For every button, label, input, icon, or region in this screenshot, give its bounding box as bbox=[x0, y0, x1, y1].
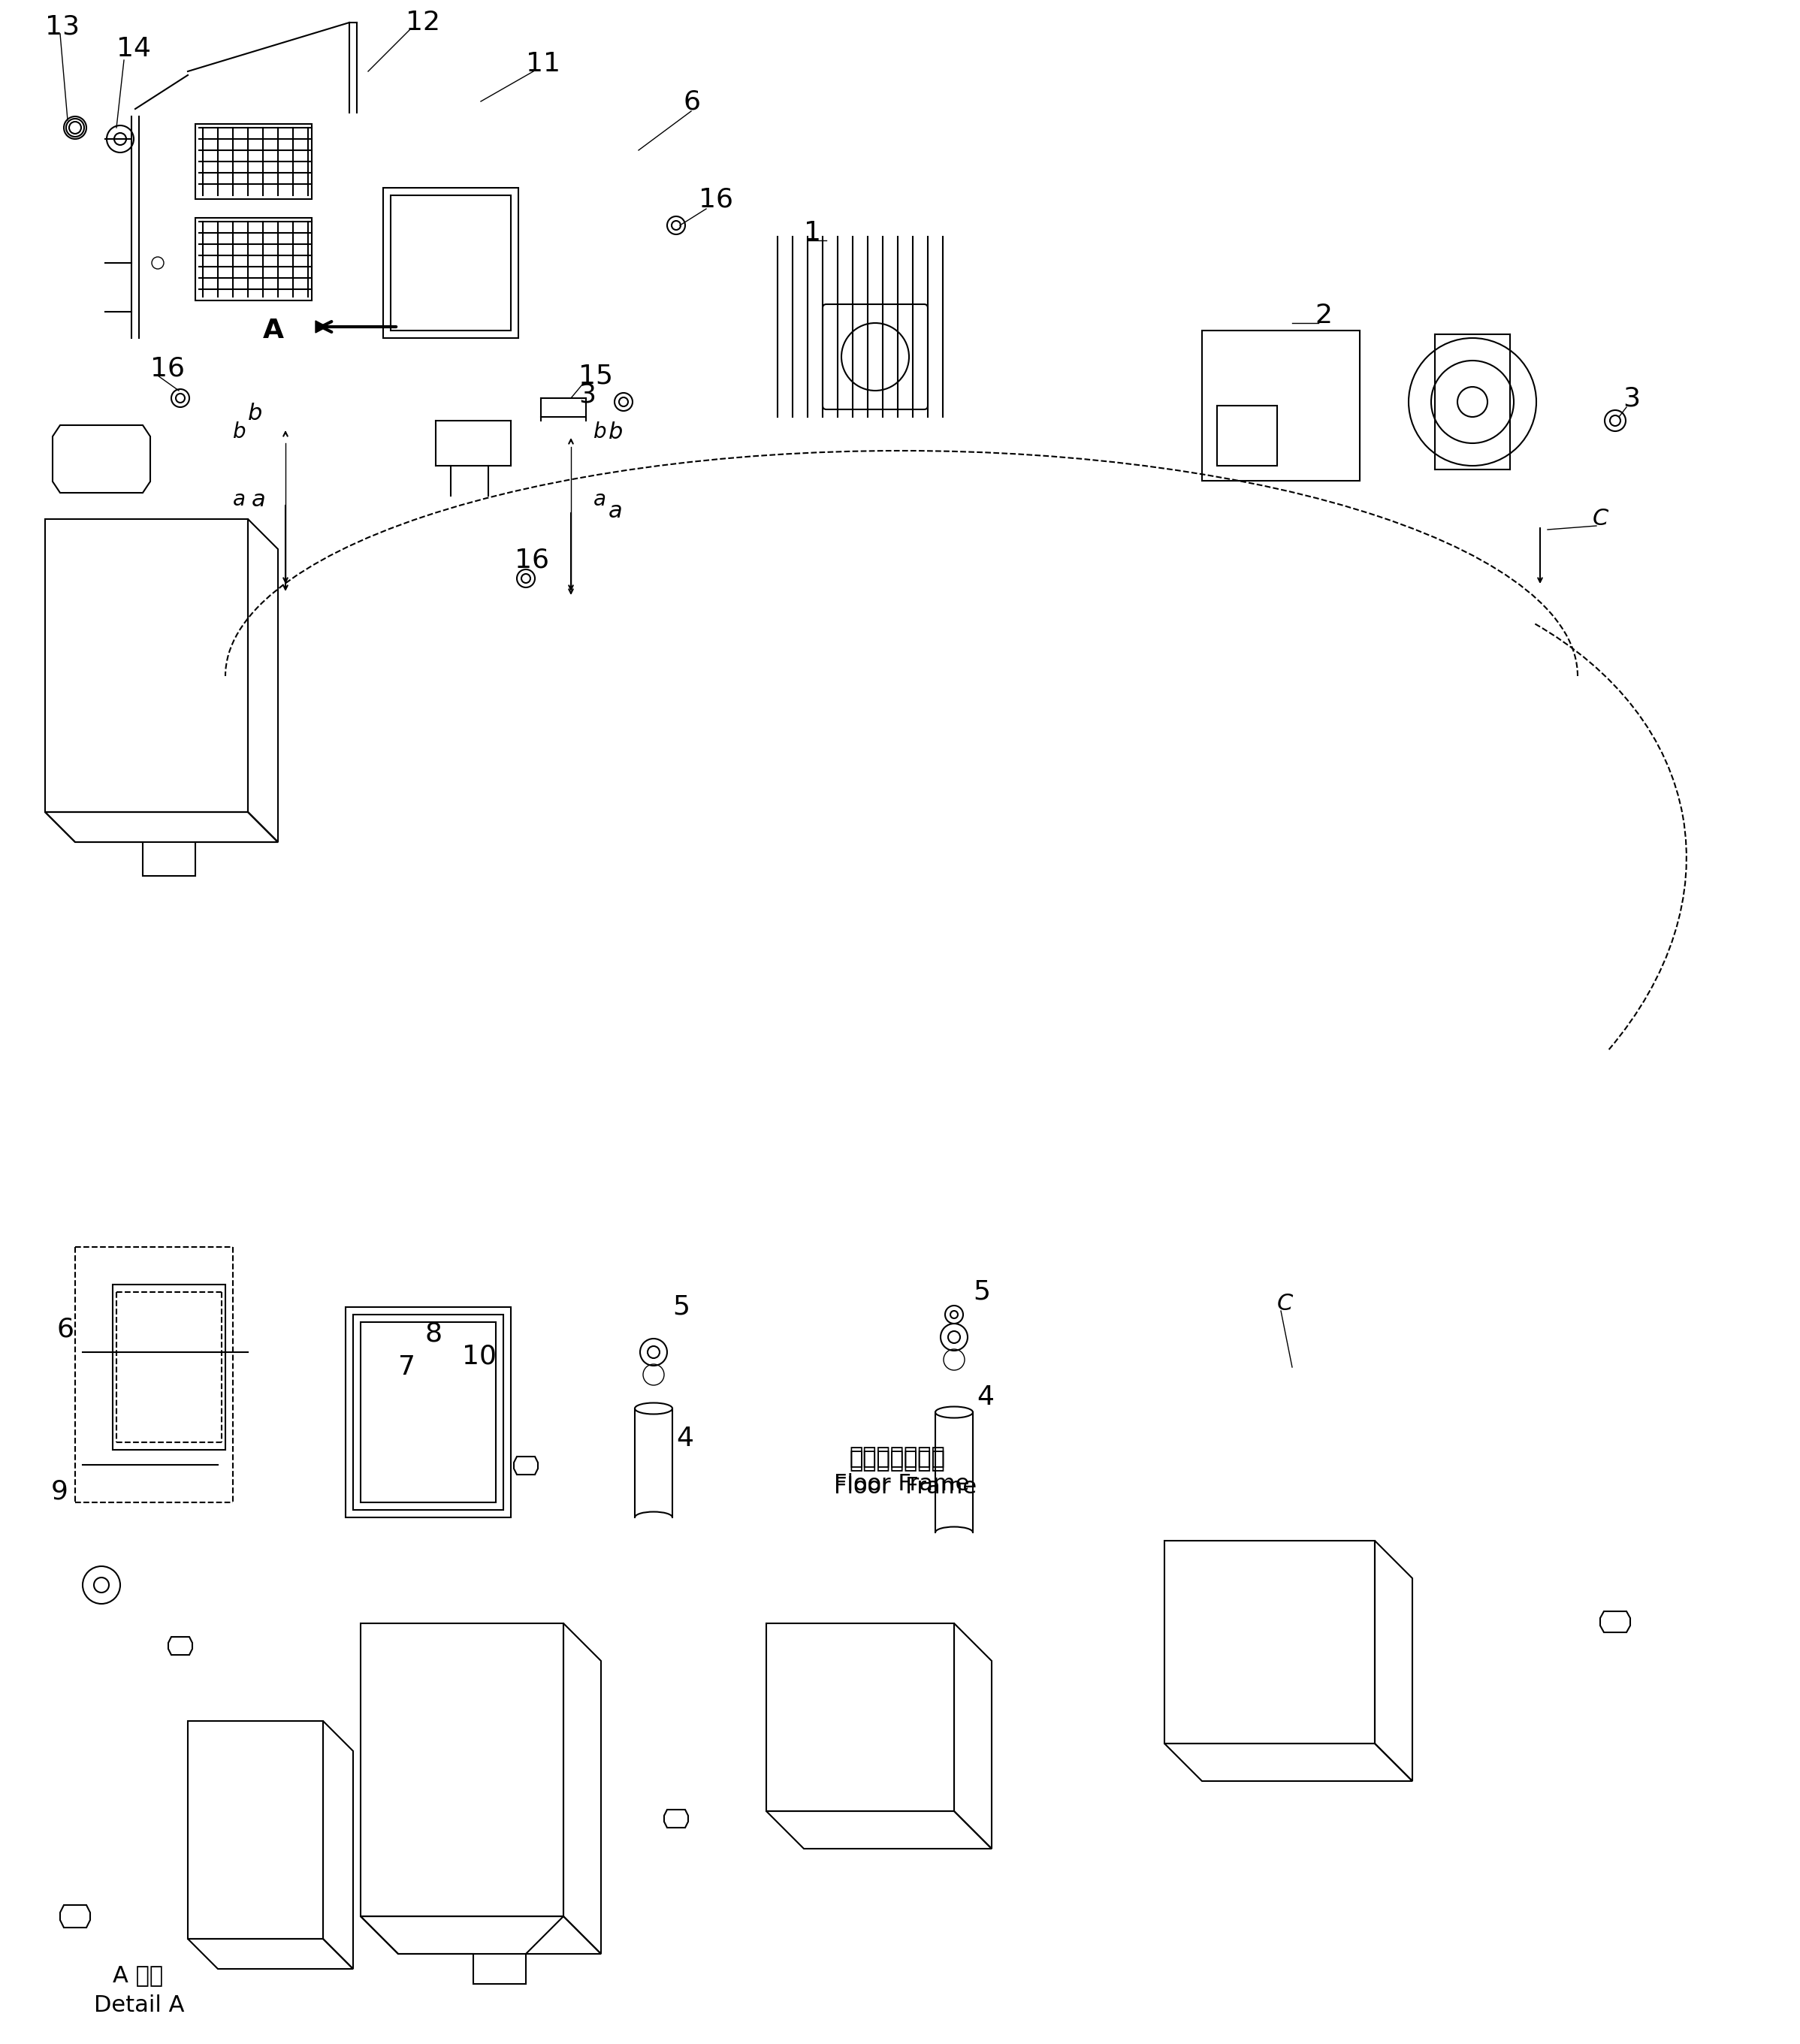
Text: a: a bbox=[252, 489, 266, 511]
Text: フロアフレーム: フロアフレーム bbox=[850, 1447, 945, 1468]
Text: 16: 16 bbox=[698, 186, 733, 213]
Text: C: C bbox=[1593, 507, 1609, 529]
Text: 3: 3 bbox=[1624, 386, 1640, 411]
Text: 5: 5 bbox=[673, 1294, 689, 1320]
Bar bbox=[196, 125, 311, 198]
Text: Detail A: Detail A bbox=[94, 1995, 184, 2017]
Text: b: b bbox=[248, 403, 263, 423]
Text: C: C bbox=[1278, 1292, 1292, 1314]
Text: 7: 7 bbox=[398, 1355, 416, 1380]
Bar bbox=[360, 1322, 495, 1502]
Bar bbox=[1202, 331, 1359, 480]
Text: a: a bbox=[608, 501, 623, 521]
Text: a: a bbox=[594, 489, 607, 511]
Bar bbox=[196, 219, 311, 300]
Text: 16: 16 bbox=[515, 548, 549, 572]
Bar bbox=[391, 196, 511, 331]
Text: b: b bbox=[232, 421, 247, 442]
Text: 14: 14 bbox=[117, 37, 151, 61]
Bar bbox=[346, 1306, 511, 1517]
Text: 11: 11 bbox=[526, 51, 560, 76]
Text: 6: 6 bbox=[56, 1316, 74, 1343]
Text: 3: 3 bbox=[578, 382, 596, 407]
Text: 13: 13 bbox=[45, 14, 79, 39]
Bar bbox=[353, 1314, 504, 1511]
Text: 6: 6 bbox=[684, 88, 700, 114]
Text: 15: 15 bbox=[578, 364, 614, 388]
Text: 1: 1 bbox=[805, 221, 821, 245]
Text: 8: 8 bbox=[425, 1320, 441, 1347]
Text: 4: 4 bbox=[977, 1384, 994, 1410]
Bar bbox=[383, 188, 518, 337]
Text: Floor Frame: Floor Frame bbox=[833, 1474, 970, 1494]
Text: b: b bbox=[608, 421, 623, 444]
Text: 2: 2 bbox=[1314, 303, 1332, 329]
Text: 10: 10 bbox=[463, 1343, 497, 1369]
Text: 5: 5 bbox=[972, 1280, 990, 1304]
Text: Floor  Frame: Floor Frame bbox=[833, 1476, 977, 1498]
Text: a: a bbox=[232, 489, 245, 511]
Text: A: A bbox=[263, 317, 284, 343]
Text: 12: 12 bbox=[405, 10, 441, 35]
Text: フロアフレーム: フロアフレーム bbox=[850, 1449, 945, 1472]
Bar bbox=[113, 1284, 225, 1449]
Text: 4: 4 bbox=[677, 1427, 693, 1451]
Bar bbox=[1217, 405, 1278, 466]
Text: 16: 16 bbox=[149, 356, 185, 380]
Text: A 詳細: A 詳細 bbox=[113, 1964, 164, 1987]
Text: 9: 9 bbox=[50, 1478, 68, 1504]
Polygon shape bbox=[315, 321, 328, 333]
Text: b: b bbox=[594, 421, 607, 442]
